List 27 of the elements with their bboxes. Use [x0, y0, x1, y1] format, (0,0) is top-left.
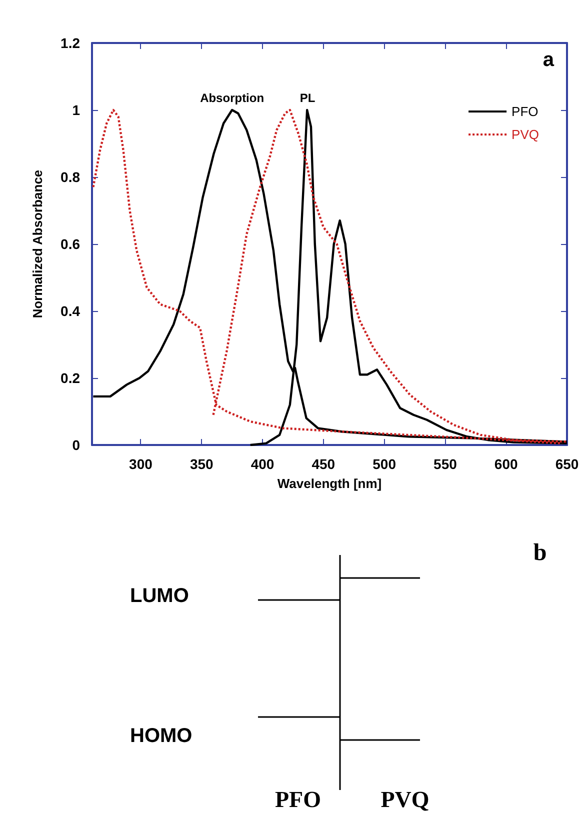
x-tick-label: 300 — [129, 456, 153, 472]
x-tick-label: 500 — [372, 456, 396, 472]
x-tick-label: 450 — [312, 456, 336, 472]
category-label: PVQ — [380, 787, 430, 813]
annotation: Absorption — [200, 91, 264, 105]
x-axis-title: Wavelength [nm] — [277, 476, 382, 491]
x-tick-label: 350 — [190, 456, 214, 472]
legend-label: PFO — [512, 104, 538, 119]
x-tick-label: 550 — [434, 456, 458, 472]
annotation: PL — [300, 91, 316, 105]
y-tick-label: 0.4 — [60, 303, 80, 319]
category-label: PFO — [274, 787, 322, 813]
x-tick-label: 650 — [555, 456, 579, 472]
text: b — [533, 540, 547, 566]
y-tick-label: 0.6 — [60, 236, 80, 252]
x-tick-label: 400 — [250, 456, 274, 472]
y-tick-label: 0.2 — [60, 370, 80, 386]
legend-label: PVQ — [512, 127, 540, 142]
y-tick-label: 1 — [72, 102, 80, 118]
text: HOMO — [130, 725, 192, 748]
y-tick-label: 0 — [72, 437, 80, 453]
y-axis-title: Normalized Absorbance — [30, 170, 45, 318]
y-tick-label: 0.8 — [60, 169, 80, 185]
annotation: a — [542, 49, 555, 71]
y-tick-label: 1.2 — [60, 35, 80, 51]
x-tick-label: 600 — [494, 456, 518, 472]
text: LUMO — [130, 585, 189, 608]
